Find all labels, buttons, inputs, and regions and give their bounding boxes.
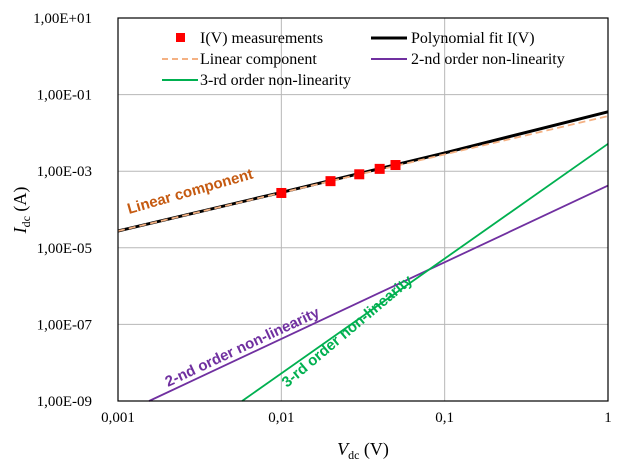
tick-labels: 0,001 0,01 0,1 1 1,00E+01 1,00E-01 1,00E-03 1,0…: [33, 11, 612, 426]
y-axis-label-main: I: [10, 226, 30, 234]
x-tick-label: 0,1: [435, 410, 454, 426]
y-tick-label: 1,00E-03: [37, 164, 92, 180]
legend-marker-measurements: [176, 33, 185, 42]
legend-label-third-order: 3-rd order non-linearity: [200, 72, 351, 89]
measurement-point: [354, 169, 365, 180]
legend: I(V) measurements Polynomial fit I(V) Li…: [162, 30, 565, 89]
grid: [117, 17, 609, 402]
annotation-linear: Linear component: [125, 166, 255, 218]
legend-label-measurements: I(V) measurements: [200, 30, 323, 47]
x-axis-label-main: V: [337, 439, 350, 459]
x-axis-label-sub: dc: [348, 448, 359, 462]
y-tick-label: 1,00E-09: [37, 394, 92, 410]
second-order-line: [148, 184, 609, 402]
plot-frame: [117, 17, 609, 402]
y-axis-label-sub: dc: [19, 216, 33, 227]
x-axis-label: Vdc (V): [337, 439, 389, 462]
y-tick-label: 1,00E-05: [37, 241, 92, 257]
x-axis-label-unit: (V): [359, 439, 389, 460]
measurement-point: [374, 163, 385, 174]
y-tick-label: 1,00E+01: [33, 11, 92, 27]
legend-label-linear: Linear component: [200, 51, 317, 68]
third-order-line: [241, 143, 609, 402]
series-layer: [117, 110, 609, 402]
y-axis-label-unit: (A): [10, 187, 31, 217]
legend-label-fit: Polynomial fit I(V): [411, 30, 535, 47]
x-tick-label: 0,001: [101, 410, 135, 426]
measurement-point: [390, 160, 401, 171]
x-tick-label: 1: [604, 410, 612, 426]
y-tick-label: 1,00E-01: [37, 88, 92, 104]
x-tick-label: 0,01: [268, 410, 294, 426]
legend-label-second-order: 2-nd order non-linearity: [411, 51, 565, 68]
y-axis-label: Idc (A): [10, 187, 33, 235]
measurement-point: [276, 187, 287, 198]
measurement-point: [325, 176, 336, 187]
y-tick-label: 1,00E-07: [37, 317, 93, 333]
linear-component-line: [117, 115, 609, 232]
